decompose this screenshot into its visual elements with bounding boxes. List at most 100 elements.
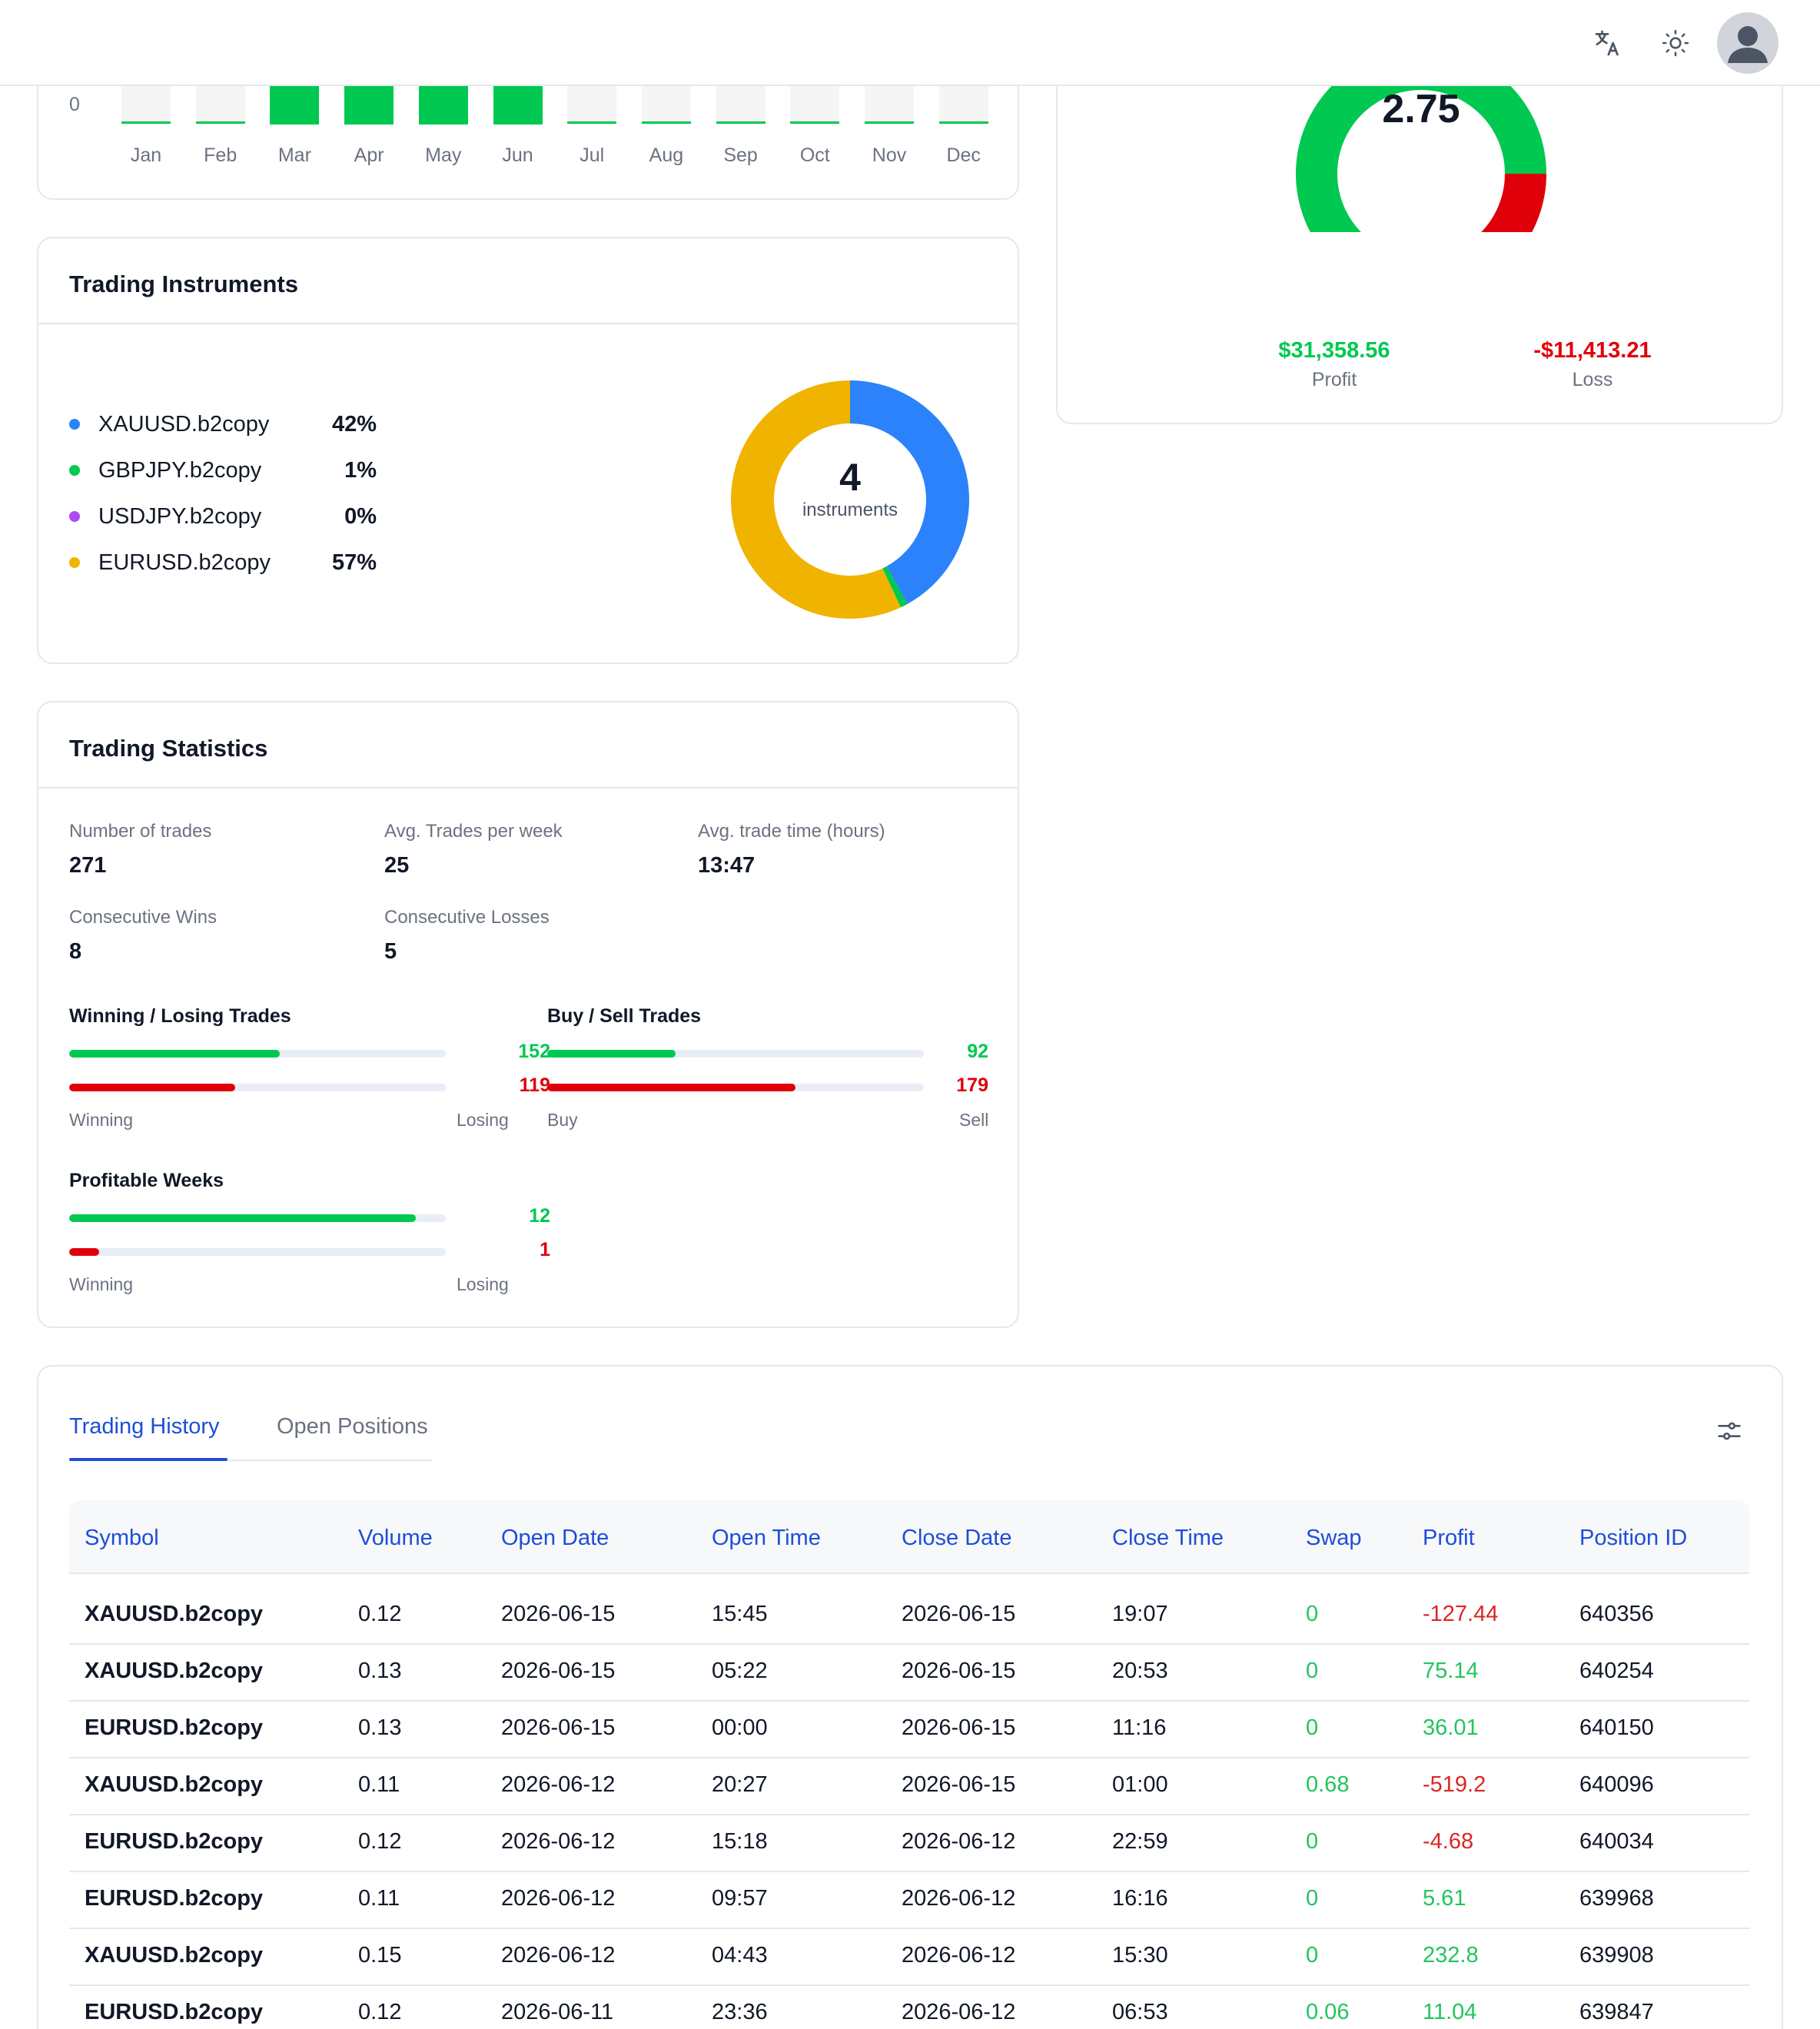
profit-label: Profit — [1311, 369, 1357, 390]
avg-trade-time-label: Avg. trade time (hours) — [698, 821, 885, 842]
table-cell: 15:30 — [1112, 1943, 1168, 1968]
table-cell: 2026-06-15 — [501, 1715, 616, 1740]
instruments-donut — [731, 380, 969, 619]
table-cell: 15:45 — [712, 1602, 768, 1626]
translate-icon[interactable] — [1588, 23, 1628, 63]
table-cell: -127.44 — [1423, 1602, 1499, 1626]
table-row-divider — [69, 1700, 1749, 1702]
table-cell: 640150 — [1579, 1715, 1654, 1740]
profit-factor-value: 2.75 — [1382, 87, 1460, 131]
table-cell: 2026-06-15 — [902, 1772, 1016, 1797]
table-cell: XAUUSD.b2copy — [85, 1602, 264, 1626]
filter-icon[interactable] — [1714, 1416, 1745, 1446]
weeks-lose-fill — [69, 1248, 100, 1256]
table-cell: 639968 — [1579, 1886, 1654, 1911]
table-cell: 15:18 — [712, 1829, 768, 1854]
user-avatar[interactable] — [1717, 12, 1778, 74]
month-bar — [195, 86, 245, 123]
table-cell: 232.8 — [1423, 1943, 1479, 1968]
loss-amount: -$11,413.21 — [1533, 338, 1652, 363]
table-cell: 2026-06-15 — [501, 1602, 616, 1626]
month-tick-label: May — [425, 144, 462, 166]
lose-count: 119 — [519, 1074, 550, 1096]
statistics-divider — [38, 787, 1018, 789]
column-header[interactable]: Volume — [358, 1526, 433, 1550]
month-bar — [790, 86, 840, 123]
legend-dot — [69, 557, 80, 568]
table-cell: 640356 — [1579, 1602, 1654, 1626]
weeks-lose-count: 1 — [540, 1239, 550, 1260]
table-cell: 0.12 — [358, 2000, 402, 2024]
table-cell: 05:22 — [712, 1659, 768, 1683]
statistics-title: Trading Statistics — [69, 735, 268, 762]
month-tick-label: Jan — [130, 144, 162, 166]
profit-arc — [1296, 48, 1546, 232]
legend-dot — [69, 511, 80, 522]
month-bar-baseline — [195, 121, 245, 124]
table-cell: -519.2 — [1423, 1772, 1486, 1797]
column-header[interactable]: Open Date — [501, 1526, 609, 1550]
table-cell: 2026-06-12 — [902, 1829, 1016, 1854]
table-cell: 0.68 — [1306, 1772, 1350, 1797]
buy-count: 92 — [967, 1041, 988, 1062]
avg-trade-time-value: 13:47 — [698, 853, 756, 878]
column-header[interactable]: Open Time — [712, 1526, 821, 1550]
loss-label: Loss — [1572, 369, 1613, 390]
instrument-slice — [849, 380, 969, 604]
table-cell: 2026-06-15 — [902, 1659, 1016, 1683]
win-fill — [69, 1050, 281, 1058]
column-header[interactable]: Position ID — [1579, 1526, 1688, 1550]
column-header[interactable]: Profit — [1423, 1526, 1475, 1550]
sell-count: 179 — [956, 1074, 988, 1096]
buy-fill — [547, 1050, 676, 1058]
instrument-slice — [882, 566, 908, 608]
sun-icon[interactable] — [1656, 23, 1695, 63]
consecutive-losses-value: 5 — [384, 939, 397, 964]
table-cell: 2026-06-12 — [902, 1886, 1016, 1911]
table-cell: 0 — [1306, 1602, 1319, 1626]
tab-open-positions[interactable]: Open Positions — [277, 1414, 428, 1439]
statistics-card: Trading Statistics Number of trades 271 … — [37, 701, 1019, 1328]
legend-name: GBPJPY.b2copy — [98, 457, 262, 483]
month-bar-baseline — [121, 121, 171, 124]
table-row-divider — [69, 1928, 1749, 1929]
table-cell: 2026-06-12 — [501, 1829, 616, 1854]
column-header[interactable]: Close Time — [1112, 1526, 1224, 1550]
table-cell: 0 — [1306, 1829, 1319, 1854]
table-row-divider — [69, 1984, 1749, 1986]
table-cell: 0.12 — [358, 1829, 402, 1854]
sell-track — [547, 1084, 924, 1091]
table-cell: XAUUSD.b2copy — [85, 1943, 264, 1968]
column-header[interactable]: Swap — [1306, 1526, 1362, 1550]
weeks-win-fill — [69, 1214, 416, 1222]
tab-trading-history[interactable]: Trading History — [69, 1414, 220, 1439]
table-cell: 16:16 — [1112, 1886, 1168, 1911]
table-cell: 2026-06-12 — [902, 1943, 1016, 1968]
lose-fill — [69, 1084, 235, 1091]
table-cell: EURUSD.b2copy — [85, 2000, 264, 2024]
month-bar-baseline — [790, 121, 840, 124]
table-cell: 04:43 — [712, 1943, 768, 1968]
month-tick-label: Jun — [502, 144, 533, 166]
month-bar — [121, 86, 171, 123]
table-cell: 00:00 — [712, 1715, 768, 1740]
month-bar — [938, 86, 988, 123]
legend-dot — [69, 419, 80, 430]
table-cell: 11.04 — [1423, 2000, 1477, 2024]
column-header[interactable]: Symbol — [85, 1526, 159, 1550]
profit-factor-donut — [1296, 48, 1546, 232]
table-cell: 640034 — [1579, 1829, 1654, 1854]
table-cell: 0 — [1306, 1659, 1319, 1683]
table-cell: 0.11 — [358, 1886, 400, 1911]
table-cell: 640096 — [1579, 1772, 1654, 1797]
history-card — [37, 1365, 1783, 2029]
table-row-divider — [69, 1757, 1749, 1758]
instruments-card: Trading Instruments XAUUSD.b2copy 42% GBPJ… — [37, 237, 1019, 664]
column-header[interactable]: Close Date — [902, 1526, 1012, 1550]
weeks-win-track — [69, 1214, 446, 1222]
table-cell: 0.06 — [1306, 2000, 1350, 2024]
table-cell: 5.61 — [1423, 1886, 1466, 1911]
tab-active-indicator — [69, 1458, 227, 1461]
profit-amount: $31,358.56 — [1278, 338, 1390, 363]
table-cell: 640254 — [1579, 1659, 1654, 1683]
